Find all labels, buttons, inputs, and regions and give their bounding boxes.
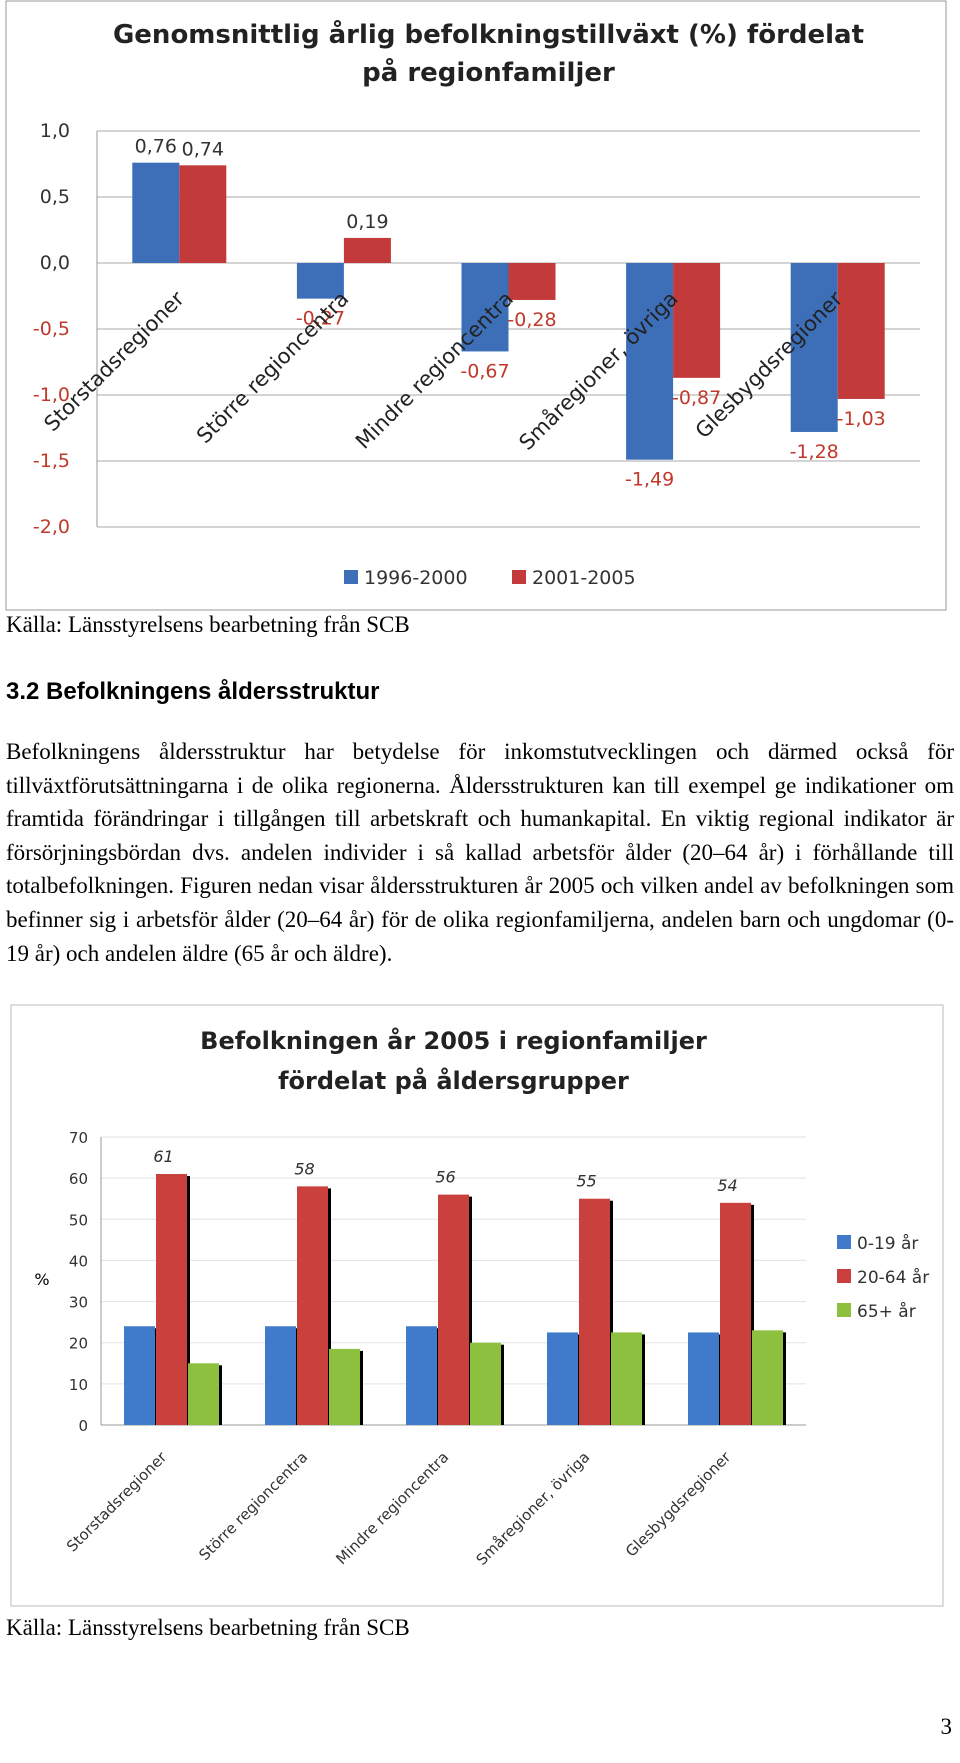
bar [461,263,509,352]
y-tick-label: 0,5 [40,186,70,208]
chart-frame [10,1004,944,1607]
y-tick-label: 40 [69,1252,88,1270]
data-label: -1,49 [625,469,674,491]
legend-swatch [837,1235,851,1249]
data-label: -1,03 [837,408,886,430]
bar [132,162,180,263]
legend-swatch [837,1269,851,1283]
y-tick-label: 1,0 [40,120,70,142]
page-number: 3 [940,1714,953,1739]
y-tick-label: -2,0 [33,516,70,538]
data-label: 56 [435,1168,455,1187]
data-label: 61 [153,1147,173,1166]
legend-swatch [512,570,526,584]
data-label: -0,28 [507,309,556,331]
bar [297,1186,328,1425]
paragraph: Befolkningens åldersstruktur har betydel… [6,739,954,966]
bar [611,1332,642,1425]
legend-label: 0-19 år [857,1233,918,1254]
data-label: 54 [717,1176,737,1195]
chart-title: Befolkningen år 2005 i regionfamiljer [200,1026,707,1055]
data-label: 58 [294,1159,314,1178]
data-label: 0,74 [182,138,224,160]
heading: 3.2 Befolkningens åldersstruktur [6,678,380,705]
bar [579,1198,610,1425]
legend-label: 1996-2000 [364,567,468,589]
bar [156,1174,187,1425]
source: Källa: Länsstyrelsens bearbetning från S… [6,612,410,637]
y-tick-label: 50 [69,1211,88,1229]
bar [188,1363,219,1425]
data-label: 0,76 [135,136,177,158]
legend-swatch [344,570,358,584]
chart-title: fördelat på åldersgrupper [278,1066,629,1095]
bar [673,263,721,378]
chart-title: Genomsnittlig årlig befolkningstillväxt … [113,18,864,50]
y-tick-label: 0,0 [40,252,70,274]
bar [329,1348,360,1425]
bar [790,263,838,432]
y-tick-label: -0,5 [33,318,70,340]
y-tick-label: 30 [69,1294,88,1312]
y-tick-label: -1,0 [33,384,70,406]
bar [837,263,885,399]
y-tick-label: 0 [78,1417,88,1435]
chart-title: på regionfamiljer [362,56,615,88]
bar [265,1326,296,1425]
bar [438,1194,469,1425]
bar [296,263,344,299]
bar [508,263,556,300]
y-tick-label: 60 [69,1170,88,1188]
bar [470,1342,501,1425]
y-tick-label: 70 [69,1129,88,1147]
bar [179,165,227,263]
y-tick-label: 10 [69,1376,88,1394]
data-label: -1,28 [790,441,839,463]
y-axis-label: % [34,1270,49,1289]
y-tick-label: 20 [69,1335,88,1353]
bar [752,1330,783,1425]
legend-swatch [837,1303,851,1317]
y-tick-label: -1,5 [33,450,70,472]
legend-label: 2001-2005 [532,567,636,589]
bar [124,1326,155,1425]
bar [343,237,391,263]
data-label: -0,27 [296,308,345,330]
bar [626,263,674,460]
bar [688,1332,719,1425]
legend-label: 65+ år [857,1301,916,1322]
bar [406,1326,437,1425]
source: Källa: Länsstyrelsens bearbetning från S… [6,1615,410,1640]
data-label: 55 [576,1172,596,1191]
bar [547,1332,578,1425]
bar [720,1202,751,1425]
data-label: -0,87 [672,387,721,409]
legend-label: 20-64 år [857,1267,929,1288]
data-label: -0,67 [460,360,509,382]
data-label: 0,19 [346,211,388,233]
